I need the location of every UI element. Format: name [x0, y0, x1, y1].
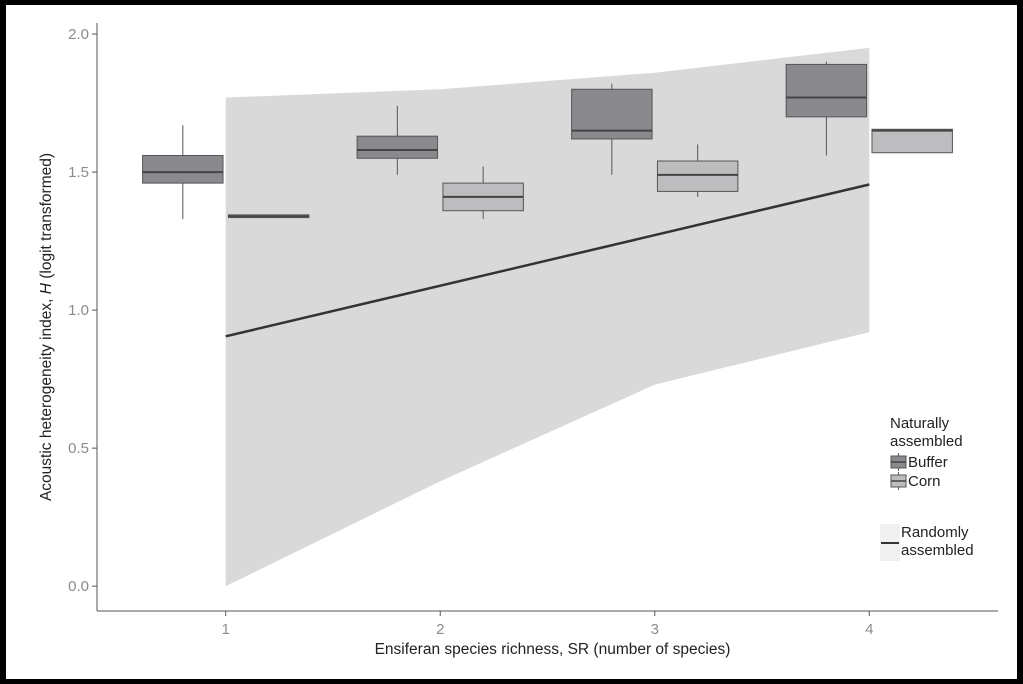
random-assembly-line	[225, 183, 870, 338]
box-corn-sr3	[656, 144, 739, 197]
y-tick-label: 2.0	[68, 26, 89, 43]
y-tick-label: 1.5	[68, 164, 89, 181]
y-tick-label: 0.0	[68, 578, 89, 595]
box-corn-sr1	[227, 214, 310, 219]
chart-frame: 0.0 0.5 1.0 1.5 2.0 1 2 3 4 Ensiferan species ri…	[6, 5, 1017, 679]
box-iqr	[871, 128, 953, 154]
x-tick-label: 4	[865, 621, 873, 638]
box-corn-sr2	[442, 166, 524, 219]
y-axis-title-variable: H	[38, 282, 55, 294]
legend-random-line1: Randomly	[901, 524, 969, 541]
axis-layer: 0.0 0.5 1.0 1.5 2.0 1 2 3 4	[68, 23, 998, 638]
x-tick-label: 3	[651, 621, 659, 638]
box-buffer-sr4	[785, 61, 868, 156]
random-band-layer	[225, 47, 870, 587]
legend-label-buffer: Buffer	[908, 454, 948, 471]
random-assembly-band	[225, 47, 870, 587]
legend-random-line2: assembled	[901, 542, 974, 559]
x-axis-title: Ensiferan species richness, SR (number o…	[375, 641, 731, 658]
y-axis-title-main: Acoustic heterogeneity index,	[38, 294, 55, 501]
legend: Naturally assembled Buffer Corn Randomly…	[880, 415, 974, 561]
legend-key-buffer	[890, 453, 907, 471]
legend-key-corn	[890, 472, 907, 490]
y-axis-title-suffix: (logit transformed)	[38, 153, 55, 283]
y-tick-label: 0.5	[68, 440, 89, 457]
box-iqr	[356, 135, 439, 159]
box-iqr	[785, 63, 868, 118]
box-iqr	[142, 155, 224, 184]
y-tick-label: 1.0	[68, 302, 89, 319]
box-corn-sr4	[871, 128, 953, 154]
legend-label-corn: Corn	[908, 473, 941, 490]
legend-title-line2: assembled	[890, 433, 963, 450]
random-line-layer	[225, 183, 870, 338]
x-tick-label: 2	[436, 621, 444, 638]
y-axis-title: Acoustic heterogeneity index, H (logit t…	[38, 153, 55, 501]
box-layer	[142, 61, 953, 219]
box-buffer-sr3	[571, 83, 653, 175]
box-plot-chart: 0.0 0.5 1.0 1.5 2.0 1 2 3 4 Ensiferan species ri…	[38, 23, 998, 658]
box-buffer-sr2	[356, 105, 439, 175]
legend-title-line1: Naturally	[890, 415, 950, 432]
box-iqr	[656, 160, 739, 192]
x-tick-label: 1	[222, 621, 230, 638]
box-buffer-sr1	[142, 125, 224, 219]
